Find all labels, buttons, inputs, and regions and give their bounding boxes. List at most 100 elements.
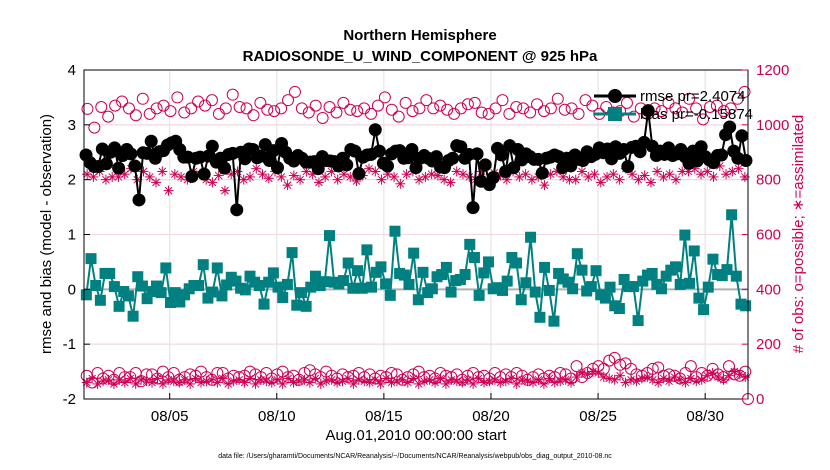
obs-possible-point	[434, 99, 447, 112]
bias-point	[590, 265, 602, 277]
left-tick-label: 0	[68, 281, 76, 298]
obs-possible-point	[738, 85, 751, 98]
obs-assimilated-point	[413, 378, 424, 389]
bias-point	[90, 279, 102, 291]
bias-point	[670, 261, 682, 273]
rmse-point	[405, 143, 419, 157]
rmse-point	[340, 158, 354, 172]
obs-assimilated-point	[589, 169, 600, 180]
obs-possible-point	[537, 105, 550, 118]
bias-point	[277, 292, 289, 304]
rmse-point	[380, 159, 394, 173]
bias-point	[464, 238, 476, 250]
obs-assimilated-point	[157, 378, 168, 389]
rmse-point	[238, 152, 252, 166]
bias-point	[281, 278, 293, 290]
obs-assimilated-point	[389, 171, 400, 182]
legend-rmse-marker	[608, 89, 622, 103]
obs-assimilated-point	[370, 166, 381, 177]
obs-possible-point	[475, 106, 488, 119]
obs-assimilated-point	[633, 174, 644, 185]
rmse-point	[621, 160, 635, 174]
obs-assimilated-point	[337, 376, 348, 387]
rmse-point	[739, 153, 753, 167]
obs-assimilated-point	[310, 373, 321, 384]
bias-point	[529, 286, 541, 298]
rmse-point	[124, 147, 138, 161]
bias-point	[352, 265, 364, 277]
obs-assimilated-point	[674, 374, 685, 385]
obs-possible-point	[171, 91, 184, 104]
obs-assimilated-point	[174, 377, 185, 388]
bias-point	[398, 269, 410, 281]
obs-assimilated-point	[151, 177, 162, 188]
obs-possible-point	[309, 99, 322, 112]
bias-point	[309, 270, 321, 282]
bias-point	[366, 281, 378, 293]
bias-point	[520, 277, 532, 289]
obs-assimilated-point	[446, 374, 457, 385]
bias-point	[258, 298, 270, 310]
obs-possible-point	[109, 99, 122, 112]
bias-point	[412, 294, 424, 306]
obs-possible-point	[102, 110, 115, 123]
obs-assimilated-point	[103, 374, 114, 385]
bias-point	[702, 281, 714, 293]
bias-point	[113, 300, 125, 312]
bias-point	[150, 280, 162, 292]
obs-assimilated-point	[320, 171, 331, 182]
right-tick-label: 1200	[756, 62, 789, 79]
bias-point	[627, 281, 639, 293]
obs-possible-point	[454, 102, 467, 115]
obs-possible-point	[646, 362, 659, 375]
obs-assimilated-point	[593, 367, 604, 378]
obs-assimilated-point	[723, 370, 734, 381]
bias-point	[179, 289, 191, 301]
obs-possible-point	[503, 107, 516, 120]
bias-point	[174, 296, 186, 308]
bias-point	[440, 261, 452, 273]
obs-possible-point	[684, 360, 697, 373]
obs-assimilated-point	[402, 377, 413, 388]
obs-possible-point	[697, 113, 710, 126]
bias-point	[244, 270, 256, 282]
bias-point	[272, 281, 284, 293]
bias-point	[726, 209, 738, 221]
rmse-point	[112, 161, 126, 175]
rmse-point	[218, 161, 232, 175]
obs-assimilated-point	[386, 377, 397, 388]
bias-point	[637, 275, 649, 287]
obs-possible-point	[413, 102, 426, 115]
obs-assimilated-point	[734, 369, 745, 380]
bias-point	[211, 262, 223, 274]
bias-point	[403, 278, 415, 290]
bias-point	[740, 300, 752, 312]
obs-possible-point	[572, 107, 585, 120]
obs-possible-point	[517, 102, 530, 115]
bias-point	[585, 281, 597, 293]
bias-point	[632, 315, 644, 327]
obs-assimilated-point	[457, 377, 468, 388]
obs-assimilated-point	[266, 377, 277, 388]
right-axis: 0 200 400 600 800 1000 1200	[742, 62, 789, 408]
bias-point	[300, 300, 312, 312]
left-tick-label: -2	[63, 391, 76, 408]
obs-possible-point	[724, 102, 737, 115]
bias-point	[94, 294, 106, 306]
obs-possible-point	[205, 94, 218, 107]
obs-assimilated-point	[119, 377, 130, 388]
obs-assimilated-point	[702, 166, 713, 177]
obs-possible-point	[122, 102, 135, 115]
bias-point	[319, 276, 331, 288]
bias-point	[263, 276, 275, 288]
bias-point	[80, 289, 92, 301]
obs-assimilated-point	[114, 374, 125, 385]
obs-assimilated-point	[544, 373, 555, 384]
bias-point	[571, 248, 583, 260]
obs-possible-point	[717, 105, 730, 118]
bias-point	[599, 292, 611, 304]
rmse-point	[352, 167, 366, 181]
bias-point	[562, 276, 574, 288]
obs-assimilated-point	[219, 185, 230, 196]
obs-assimilated-point	[595, 177, 606, 188]
